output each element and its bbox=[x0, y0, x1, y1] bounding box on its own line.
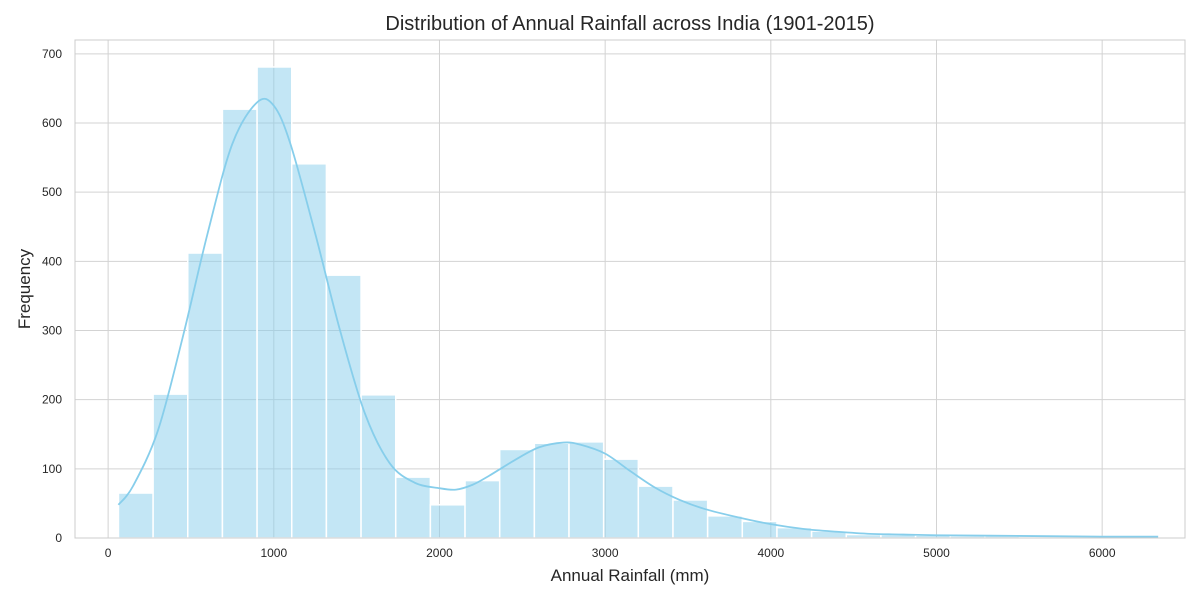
histogram-bar bbox=[152, 393, 189, 539]
histogram-bar bbox=[464, 479, 501, 539]
histogram-bar bbox=[117, 492, 154, 539]
y-axis-ticks: 0 100 200 300 400 500 600 700 bbox=[42, 47, 62, 545]
histogram-bar bbox=[602, 458, 640, 539]
x-axis-label: Annual Rainfall (mm) bbox=[551, 566, 710, 585]
histogram-bar bbox=[221, 108, 258, 539]
y-tick-label: 300 bbox=[42, 324, 62, 338]
histogram-bar bbox=[394, 476, 432, 539]
plot-frame bbox=[74, 39, 1186, 539]
kde-curve bbox=[117, 97, 1159, 538]
y-tick-label: 600 bbox=[42, 116, 62, 130]
x-tick-label: 6000 bbox=[1089, 546, 1116, 560]
y-tick-label: 700 bbox=[42, 47, 62, 61]
y-tick-label: 400 bbox=[42, 254, 62, 268]
y-tick-label: 0 bbox=[55, 531, 62, 545]
x-tick-label: 0 bbox=[105, 546, 112, 560]
x-tick-label: 5000 bbox=[923, 546, 950, 560]
x-axis-ticks: 0 1000 2000 3000 4000 5000 6000 bbox=[105, 546, 1116, 560]
y-axis-label: Frequency bbox=[15, 248, 34, 329]
chart-title: Distribution of Annual Rainfall across I… bbox=[385, 13, 874, 35]
x-tick-label: 1000 bbox=[260, 546, 287, 560]
histogram-bar bbox=[290, 163, 328, 539]
histogram-bar bbox=[568, 441, 605, 539]
histogram-bar bbox=[429, 504, 466, 539]
y-tick-label: 200 bbox=[42, 393, 62, 407]
x-tick-label: 4000 bbox=[757, 546, 784, 560]
histogram-bars bbox=[117, 66, 1159, 539]
x-tick-label: 2000 bbox=[426, 546, 453, 560]
histogram-bar bbox=[325, 274, 362, 539]
histogram-bar bbox=[256, 66, 293, 539]
histogram-bar bbox=[706, 515, 744, 539]
y-tick-label: 500 bbox=[42, 185, 62, 199]
histogram-bar bbox=[498, 448, 536, 539]
histogram-bar bbox=[672, 499, 709, 539]
histogram-bar bbox=[533, 442, 570, 539]
x-tick-label: 3000 bbox=[592, 546, 619, 560]
histogram-bar bbox=[845, 533, 882, 539]
y-tick-label: 100 bbox=[42, 462, 62, 476]
